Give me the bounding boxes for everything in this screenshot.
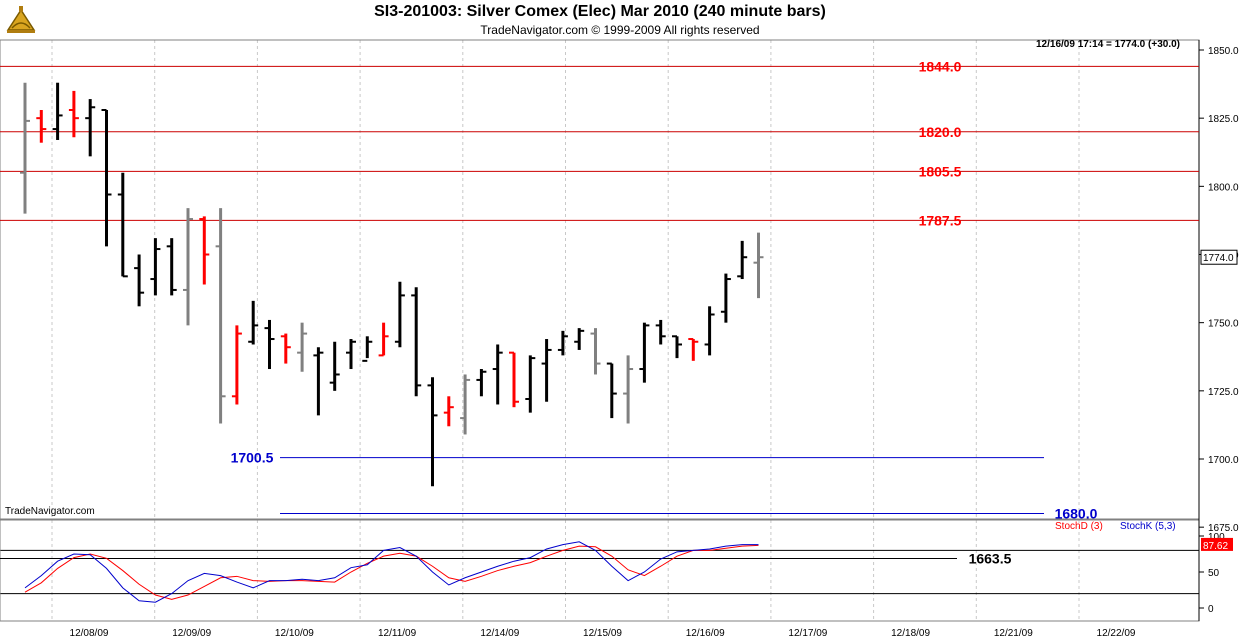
date-axis-label: 12/09/09	[172, 628, 211, 639]
resistance-label: 1844.0	[919, 58, 962, 74]
ohlc-bar	[150, 238, 161, 296]
price-axis-label: 1675.0	[1208, 523, 1239, 534]
ohlc-bar	[672, 335, 682, 359]
ohlc-bar	[394, 281, 405, 348]
ohlc-bar	[704, 306, 715, 356]
ohlc-bar	[52, 82, 63, 140]
ohlc-bar	[655, 319, 666, 345]
ohlc-bar	[117, 172, 128, 278]
price-axis-label: 1800.0	[1208, 182, 1239, 193]
date-axis-label: 12/14/09	[480, 628, 519, 639]
price-axis-label: 1850.0	[1208, 46, 1239, 57]
stoch-axis-label: 0	[1208, 604, 1214, 615]
date-axis-label: 12/15/09	[583, 628, 622, 639]
ohlc-bar	[297, 322, 308, 372]
ohlc-bar	[313, 347, 324, 416]
price-grid	[51, 40, 1080, 519]
ohlc-bar	[36, 109, 47, 143]
ohlc-bar	[460, 374, 471, 435]
ohlc-bar	[753, 232, 764, 299]
ohlc-bar	[20, 82, 30, 214]
ohlc-bar	[541, 339, 552, 402]
ohlc-bar	[590, 328, 601, 375]
resistance-label: 1787.5	[919, 212, 962, 228]
ohlc-bar	[280, 333, 291, 364]
ohlc-bar	[68, 90, 79, 138]
ohlc-bar	[378, 322, 389, 357]
date-axis-label: 12/16/09	[686, 628, 725, 639]
last-tick-readout: 12/16/09 17:14 = 1774.0 (+30.0)	[1036, 39, 1180, 50]
price-bars	[20, 82, 764, 487]
price-axis-label: 1725.0	[1208, 387, 1239, 398]
price-axis: 1850.01825.01800.01775.01750.01725.01700…	[1199, 46, 1239, 534]
ohlc-bar	[183, 208, 193, 326]
ohlc-bar	[737, 240, 748, 280]
ohlc-bar	[248, 300, 259, 345]
ohlc-bar	[329, 341, 340, 391]
ohlc-bar	[492, 344, 503, 405]
ohlc-bar	[215, 208, 226, 424]
stoch-legend-label: StochD (3)	[1055, 521, 1103, 532]
resistance-label: 1805.5	[919, 163, 962, 179]
ohlc-bar	[525, 355, 536, 413]
price-axis-label: 1750.0	[1208, 319, 1239, 330]
resistance-label: 1820.0	[919, 124, 962, 140]
date-axis-label: 12/18/09	[891, 628, 930, 639]
date-axis: 12/08/09 12/09/09 12/10/09 12/11/09 12/14/09…	[70, 628, 1136, 639]
stoch-last-label: 87.62	[1203, 541, 1228, 552]
support-label: 1663.5	[969, 551, 1012, 567]
ohlc-bar	[639, 322, 650, 383]
watermark: TradeNavigator.com	[5, 506, 95, 517]
watermark-text: TradeNavigator.com	[5, 506, 95, 517]
stoch-grid	[0, 520, 1199, 621]
ohlc-bar	[509, 351, 519, 408]
ohlc-bar	[199, 216, 210, 285]
ohlc-bar	[606, 362, 617, 419]
date-axis-label: 12/22/09	[1097, 628, 1136, 639]
ohlc-bar	[623, 355, 634, 424]
level-lines: 1844.0 1820.0 1805.5 1787.5 1700.5 1680.0 1663…	[0, 58, 1199, 567]
ohlc-bar	[688, 338, 699, 361]
date-axis-label: 12/08/09	[70, 628, 109, 639]
stoch-last-box	[1201, 537, 1233, 551]
sextant-logo-icon	[4, 4, 38, 36]
ohlc-bar	[85, 99, 96, 157]
support-label: 1680.0	[1055, 506, 1098, 522]
ohlc-bar	[134, 254, 145, 307]
ohlc-bar	[443, 396, 454, 427]
price-axis-label: 1700.0	[1208, 455, 1239, 466]
stoch-axis-label: 100	[1208, 532, 1225, 543]
price-axis-label: 1825.0	[1208, 114, 1239, 125]
last-price-label: 1774.0	[1203, 253, 1234, 264]
ohlc-bar	[362, 336, 373, 362]
support-label: 1700.5	[231, 450, 274, 466]
ohlc-bar	[557, 330, 568, 356]
ohlc-bar	[231, 325, 242, 405]
ohlc-bar	[574, 328, 585, 350]
stoch-axis-label: 50	[1208, 568, 1220, 579]
ohlc-bar	[476, 369, 487, 397]
date-axis-label: 12/10/09	[275, 628, 314, 639]
stoch-legend-label: StochK (5,3)	[1120, 521, 1176, 532]
date-axis-label: 12/17/09	[788, 628, 827, 639]
ohlc-bar	[346, 339, 356, 370]
stoch-series-line	[24, 544, 759, 600]
last-price-box	[1200, 249, 1238, 265]
ohlc-bar	[166, 238, 177, 296]
ohlc-bar	[427, 377, 438, 487]
date-axis-label: 12/21/09	[994, 628, 1033, 639]
ohlc-bar	[264, 319, 275, 370]
copyright-line: TradeNavigator.com © 1999-2009 All right…	[480, 23, 760, 37]
chart-title: SI3-201003: Silver Comex (Elec) Mar 2010…	[374, 3, 826, 20]
date-axis-label: 12/11/09	[378, 628, 417, 639]
stochastic-lines: StochD (3) StochK (5,3) 100 50 0 87.62	[24, 521, 1233, 615]
ohlc-bar	[101, 108, 112, 247]
ohlc-bar	[720, 273, 731, 323]
ohlc-bar	[411, 287, 422, 397]
stoch-series-line	[24, 541, 759, 603]
